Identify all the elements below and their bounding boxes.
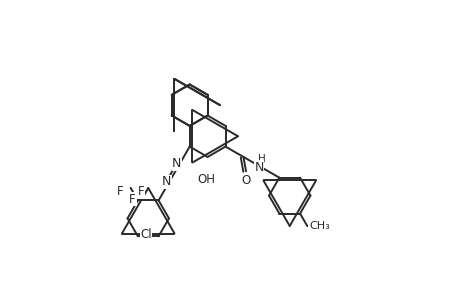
Text: N: N: [162, 175, 171, 188]
Text: H: H: [258, 154, 266, 164]
Text: OH: OH: [197, 173, 215, 186]
Text: Cl: Cl: [140, 228, 152, 241]
Text: CH₃: CH₃: [309, 221, 330, 231]
Text: F: F: [138, 185, 145, 198]
Text: N: N: [172, 157, 182, 170]
Text: O: O: [242, 174, 251, 187]
Text: F: F: [129, 192, 136, 206]
Text: F: F: [117, 185, 123, 198]
Text: N: N: [255, 161, 264, 174]
